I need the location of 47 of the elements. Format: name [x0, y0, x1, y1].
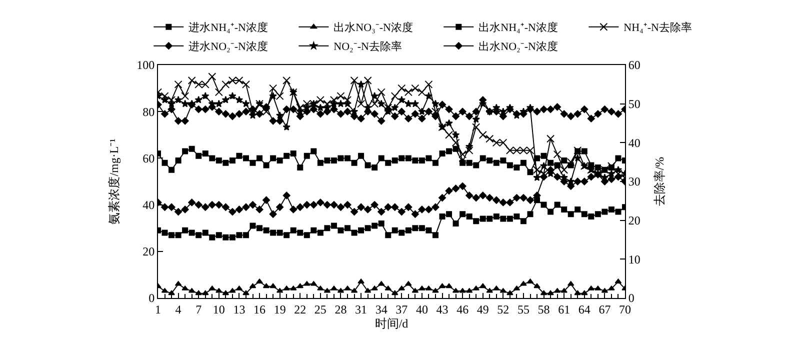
x-tick-label: 40	[416, 302, 428, 316]
y-tick-label: 60	[142, 151, 155, 166]
y-tick-label: 20	[142, 244, 155, 259]
x-tick-label: 25	[314, 302, 326, 316]
x-tick-label: 70	[619, 302, 631, 316]
y2-tick-label: 20	[628, 214, 640, 228]
legend-label: 出水NH₄⁺-N浓度	[478, 21, 558, 34]
x-tick-label: 61	[558, 302, 570, 316]
x-tick-label: 13	[233, 302, 246, 316]
y-tick-label: 40	[142, 198, 155, 212]
x-axis-title: 时间/d	[374, 316, 408, 330]
x-tick-label: 19	[274, 302, 286, 316]
x-tick-label: 64	[578, 302, 590, 316]
x-tick-label: 7	[196, 302, 202, 316]
x-tick-label: 22	[294, 302, 306, 316]
y-tick-label: 100	[136, 58, 155, 72]
x-tick-label: 49	[476, 302, 489, 316]
x-tick-label: 10	[212, 302, 225, 316]
x-tick-label: 37	[396, 302, 408, 316]
y2-tick-label: 60	[628, 58, 640, 72]
y2-tick-label: 10	[628, 252, 640, 266]
y2-tick-label: 40	[628, 136, 640, 150]
x-tick-label: 46	[456, 302, 469, 316]
legend-label: NH₄⁺-N去除率	[624, 21, 692, 34]
y-axis-title: 氨素浓度/mg·L⁻¹	[106, 138, 121, 224]
x-tick-label: 52	[497, 302, 510, 316]
x-tick-label: 58	[538, 302, 550, 316]
y2-tick-label: 50	[628, 97, 640, 112]
x-tick-label: 43	[436, 302, 448, 316]
y2-axis-title: 去除率/%	[652, 156, 666, 206]
legend-label: NO₂⁻-N去除率	[334, 40, 402, 54]
legend-label: 进水NH₄⁺-N浓度	[188, 21, 268, 34]
x-tick-label: 4	[175, 302, 182, 316]
y2-tick-label: 0	[628, 291, 634, 306]
x-tick-label: 31	[355, 302, 368, 316]
x-tick-label: 67	[598, 302, 611, 316]
legend-label: 进水NO₂⁻-N浓度	[188, 40, 268, 54]
y-tick-label: 80	[142, 104, 155, 119]
legend-label: 出水NO₂⁻-N浓度	[478, 40, 558, 54]
x-tick-label: 34	[375, 302, 388, 316]
x-tick-label: 1	[155, 302, 161, 316]
x-tick-label: 28	[334, 302, 347, 316]
y-tick-label: 0	[148, 291, 155, 306]
x-tick-label: 55	[517, 302, 530, 316]
y2-tick-label: 30	[628, 174, 640, 189]
x-tick-label: 16	[254, 302, 266, 316]
legend-label: 出水NO₃⁻-N浓度	[334, 21, 414, 34]
